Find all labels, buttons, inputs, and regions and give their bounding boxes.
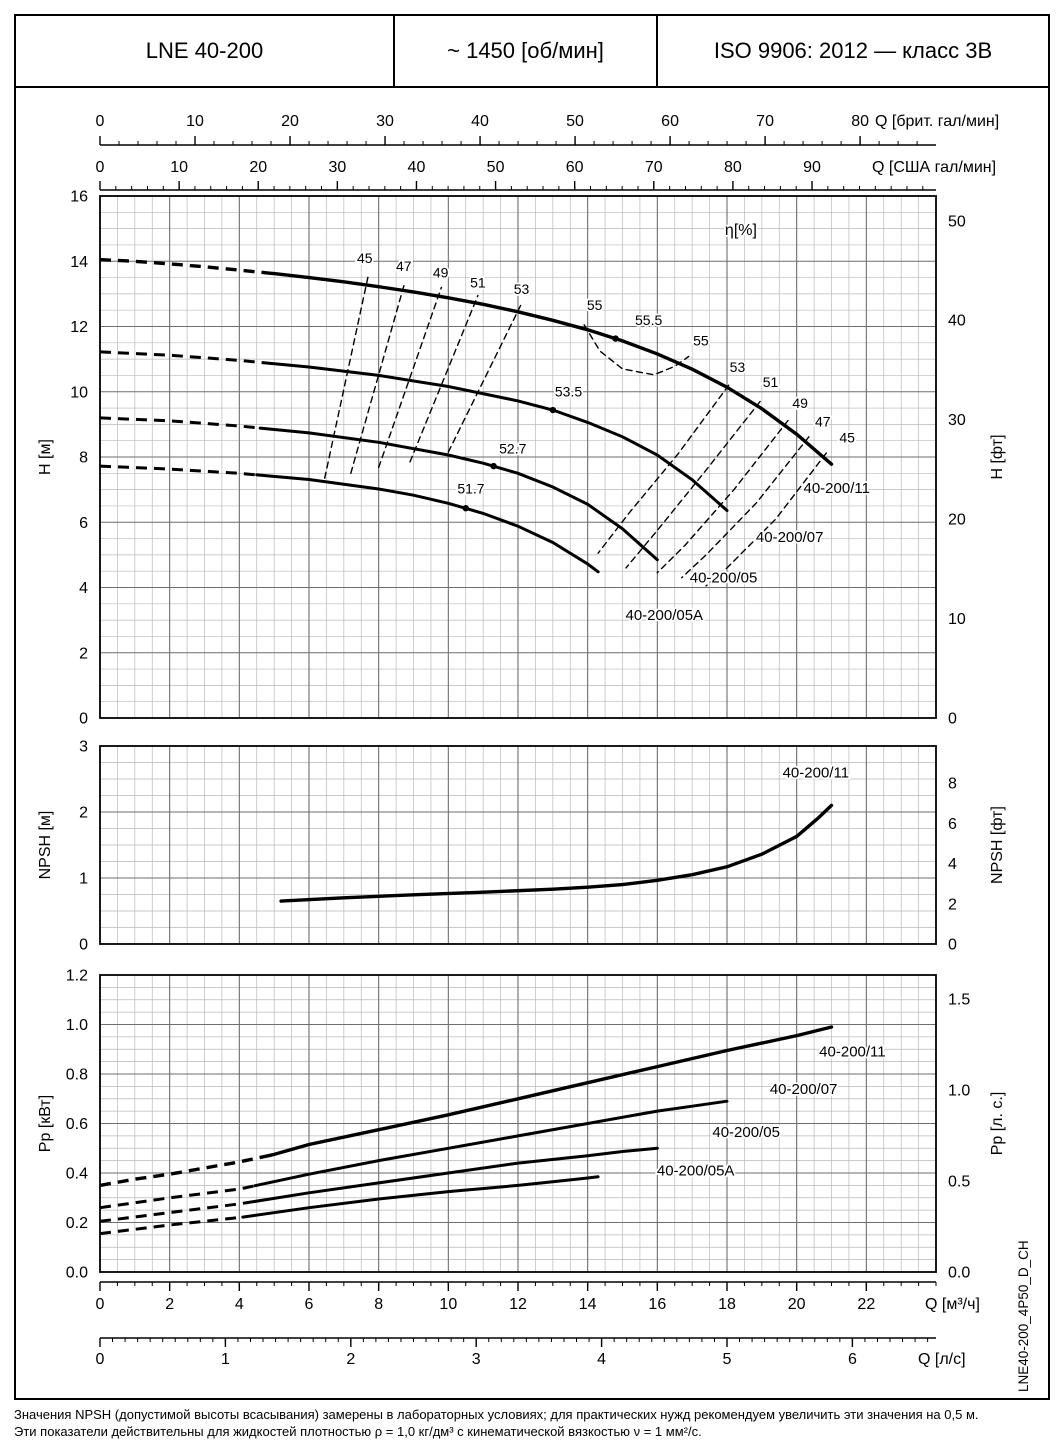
test-standard: ISO 9906: 2012 — класс 3В bbox=[713, 38, 993, 63]
footnote-npsh: Значения NPSH (допустимой высоты всасыва… bbox=[14, 1407, 979, 1422]
chart-frame: LNE 40-200 ~ 1450 [об/мин] ISO 9906: 201… bbox=[14, 14, 1050, 1400]
footnotes: Значения NPSH (допустимой высоты всасыва… bbox=[14, 1406, 1058, 1440]
pump-speed: ~ 1450 [об/мин] bbox=[395, 16, 658, 86]
header: LNE 40-200 ~ 1450 [об/мин] ISO 9906: 201… bbox=[16, 16, 1048, 88]
footnote-density: Эти показатели действительны для жидкост… bbox=[14, 1424, 702, 1440]
drawing-code: LNE40-200_4P50_D_CH bbox=[1016, 1240, 1031, 1392]
pump-model: LNE 40-200 bbox=[16, 16, 395, 86]
